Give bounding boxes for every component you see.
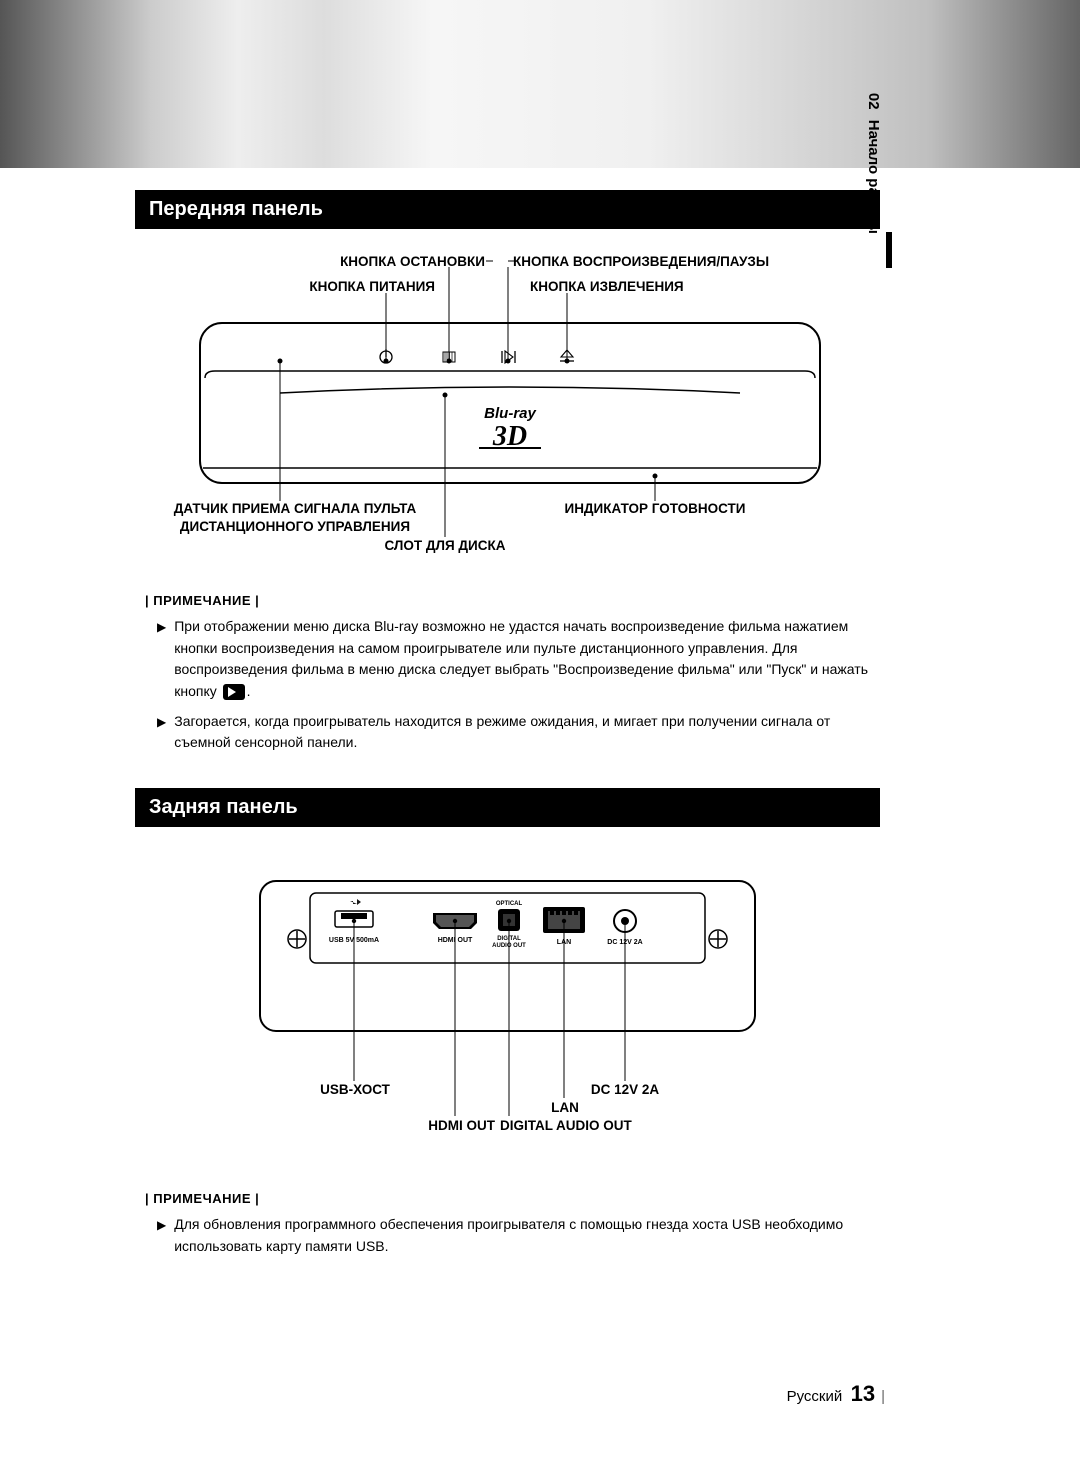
svg-text:OPTICAL: OPTICAL xyxy=(496,901,523,907)
page-footer: Русский 13| xyxy=(0,1381,1080,1407)
label-dc: DC 12V 2A xyxy=(565,1081,685,1099)
label-lan: LAN xyxy=(530,1099,600,1117)
section-title-front: Передняя панель xyxy=(135,190,880,229)
rear-panel-diagram: USB 5V 500mA HDMI OUT OPTICAL DIGITAL AU… xyxy=(135,851,880,1191)
label-disc-slot: СЛОТ ДЛЯ ДИСКА xyxy=(365,537,525,555)
page-content: Передняя панель КНОПКА ОСТАНОВКИ КНОПКА … xyxy=(135,190,880,1266)
chapter-number: 02 xyxy=(865,93,882,110)
note-rear-1: ▶ Для обновления программного обеспечени… xyxy=(157,1214,880,1257)
note-heading-rear: | ПРИМЕЧАНИЕ | xyxy=(145,1191,880,1206)
note-heading-front: | ПРИМЕЧАНИЕ | xyxy=(145,593,880,608)
label-digital-audio-out: DIGITAL AUDIO OUT xyxy=(500,1117,680,1135)
bullet-arrow-icon: ▶ xyxy=(157,1214,166,1257)
label-hdmi-out: HDMI OUT xyxy=(375,1117,495,1135)
note-front-2: ▶ Загорается, когда проигрыватель находи… xyxy=(157,711,880,754)
section-title-rear: Задняя панель xyxy=(135,788,880,827)
label-usb-host: USB-ХОСТ xyxy=(295,1081,415,1099)
label-ready-indicator: ИНДИКАТОР ГОТОВНОСТИ xyxy=(545,500,765,518)
header-gradient xyxy=(0,0,1080,168)
bullet-arrow-icon: ▶ xyxy=(157,616,166,703)
bullet-arrow-icon: ▶ xyxy=(157,711,166,754)
note-front-1: ▶ При отображении меню диска Blu-ray воз… xyxy=(157,616,880,703)
front-panel-diagram: КНОПКА ОСТАНОВКИ КНОПКА ВОСПРОИЗВЕДЕНИЯ/… xyxy=(135,253,880,593)
label-remote-sensor: ДАТЧИК ПРИЕМА СИГНАЛА ПУЛЬТА ДИСТАНЦИОНН… xyxy=(155,500,435,536)
footer-page-number: 13 xyxy=(851,1381,875,1406)
svg-text:Blu-ray: Blu-ray xyxy=(484,405,536,422)
play-button-icon xyxy=(223,684,245,700)
rear-panel-svg: USB 5V 500mA HDMI OUT OPTICAL DIGITAL AU… xyxy=(135,851,880,1191)
footer-language: Русский xyxy=(787,1388,843,1405)
